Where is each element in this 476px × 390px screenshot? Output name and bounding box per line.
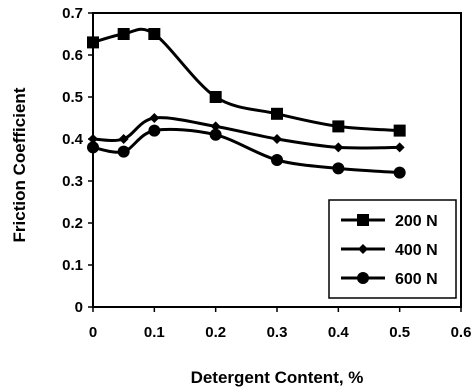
y-axis-title: Friction Coefficient [10,87,29,242]
data-point [117,28,130,40]
data-point [272,134,282,144]
x-tick-label: 0.3 [267,324,288,341]
series-line [92,116,400,150]
legend: 200 N 400 N 600 N [328,199,457,299]
data-point [393,166,406,179]
data-point [394,142,405,153]
y-tick-label: 0 [75,299,83,316]
data-point [210,121,221,132]
y-tick-label: 0.6 [62,47,83,64]
series-600-n [87,124,406,179]
data-point [87,141,99,154]
series-line [92,27,400,133]
data-point [271,154,283,166]
data-point [148,28,161,40]
data-point [87,36,99,49]
data-point [148,124,161,137]
legend-label: 600 N [395,271,438,288]
data-point [271,107,283,120]
x-tick-label: 0.4 [328,324,350,341]
data-point [332,120,345,133]
x-tick-label: 0.5 [389,324,410,341]
legend-box [328,199,457,299]
data-point [117,145,130,158]
series-line [92,127,400,175]
x-tick-label: 0.2 [205,324,226,341]
y-tick-label: 0.2 [62,215,83,232]
legend-label: 200 N [395,213,438,230]
y-tick-label: 0.4 [62,131,84,148]
legend-marker [357,272,369,284]
data-point [209,91,222,103]
y-tick-label: 0.1 [62,257,83,274]
data-point [118,134,129,144]
y-axis-ticks: 0 0.1 0.2 0.3 0.4 0.5 0.6 0.7 [62,5,93,316]
legend-marker [358,244,368,254]
x-axis-title: Detergent Content, % [191,368,364,387]
legend-marker [357,214,369,226]
x-axis-ticks: 0 0.1 0.2 0.3 0.4 0.5 0.6 [89,307,472,341]
data-point [209,128,222,141]
x-tick-label: 0.6 [451,324,472,341]
y-tick-label: 0.7 [62,5,83,22]
y-tick-label: 0.5 [62,89,83,106]
data-point [393,124,406,137]
legend-label: 400 N [395,242,438,259]
data-point [333,142,344,153]
data-point [88,134,98,144]
data-point [149,113,160,123]
y-tick-label: 0.3 [62,173,83,190]
series-400-n [88,113,405,153]
x-tick-label: 0.1 [144,324,165,341]
series-200-n [87,27,406,137]
series-layer [87,27,406,179]
x-tick-label: 0 [89,324,97,341]
data-point [332,162,345,175]
